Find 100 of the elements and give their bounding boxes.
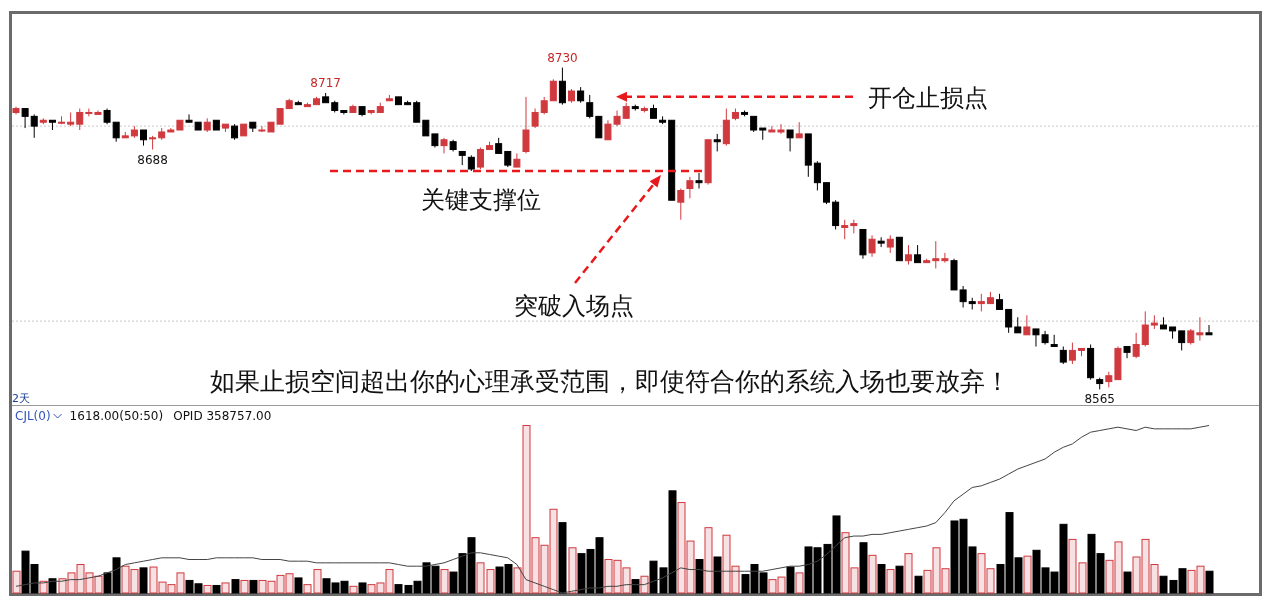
bar bbox=[731, 565, 740, 594]
bar bbox=[149, 566, 158, 594]
annotation: 突破入场点 bbox=[514, 292, 634, 320]
candlestick bbox=[1132, 332, 1140, 359]
bar bbox=[631, 579, 640, 594]
bar bbox=[349, 585, 358, 594]
annotation: 8730 bbox=[547, 50, 578, 65]
candlestick bbox=[1196, 316, 1204, 342]
bar bbox=[1150, 564, 1159, 594]
candlestick bbox=[895, 236, 903, 262]
bar bbox=[568, 547, 577, 594]
bar bbox=[1023, 555, 1032, 594]
bar bbox=[385, 569, 394, 594]
bar bbox=[677, 502, 686, 594]
bar bbox=[613, 559, 622, 594]
bar bbox=[1078, 562, 1087, 594]
bar bbox=[713, 556, 722, 594]
bar bbox=[777, 576, 786, 594]
bar bbox=[285, 573, 294, 594]
bar bbox=[704, 527, 713, 594]
bar bbox=[1141, 538, 1150, 594]
bar bbox=[914, 575, 923, 594]
candlestick bbox=[832, 199, 840, 230]
bar bbox=[249, 579, 258, 594]
candlestick bbox=[558, 67, 566, 106]
bar bbox=[977, 553, 986, 594]
bar bbox=[303, 584, 312, 594]
bar bbox=[1123, 571, 1132, 594]
bar bbox=[1132, 556, 1141, 594]
bar bbox=[558, 522, 567, 594]
bar bbox=[358, 582, 367, 594]
bar bbox=[841, 532, 850, 594]
bar bbox=[139, 567, 148, 594]
bar bbox=[786, 566, 795, 594]
candlestick bbox=[586, 94, 594, 119]
bar bbox=[640, 575, 649, 594]
bar bbox=[513, 567, 522, 594]
ref-line-label: 开仓止损点 bbox=[868, 83, 988, 112]
bar bbox=[240, 579, 249, 594]
bar bbox=[376, 582, 385, 594]
bar bbox=[313, 569, 322, 594]
text: OPID 358757.00 bbox=[173, 409, 272, 423]
bar bbox=[1105, 559, 1114, 594]
bar bbox=[176, 572, 185, 594]
candlestick bbox=[1005, 308, 1013, 334]
annotation: 2天 bbox=[12, 392, 30, 405]
candlestick bbox=[1205, 324, 1213, 336]
bar bbox=[85, 572, 94, 594]
chart-title: CJL(0) bbox=[15, 409, 51, 423]
candlestick bbox=[413, 100, 421, 123]
candlestick bbox=[686, 176, 694, 199]
bar bbox=[923, 569, 932, 594]
bar bbox=[795, 572, 804, 594]
bar bbox=[904, 553, 913, 594]
bar bbox=[130, 569, 139, 594]
bar bbox=[859, 542, 868, 594]
candlestick bbox=[1141, 310, 1149, 347]
candlestick bbox=[440, 137, 448, 154]
bar bbox=[686, 540, 695, 594]
bar bbox=[58, 578, 67, 594]
bar bbox=[440, 569, 449, 594]
ref-line-label: 关键支撑位 bbox=[421, 185, 541, 214]
candlestick bbox=[932, 240, 940, 269]
bar bbox=[294, 577, 303, 594]
bar bbox=[276, 574, 285, 594]
bar bbox=[695, 559, 704, 594]
bar bbox=[531, 537, 540, 594]
bar bbox=[94, 575, 103, 594]
annotation: 8565 bbox=[1084, 392, 1115, 407]
candlestick bbox=[476, 147, 484, 170]
bar bbox=[167, 584, 176, 594]
bar bbox=[850, 567, 859, 594]
bar bbox=[622, 567, 631, 594]
bar bbox=[1114, 541, 1123, 594]
bar bbox=[886, 569, 895, 594]
bar bbox=[986, 568, 995, 594]
candlestick bbox=[904, 244, 912, 266]
candlestick bbox=[868, 234, 876, 258]
bar bbox=[1187, 569, 1196, 594]
annotation: 如果止损空间超出你的心理承受范围，即使符合你的系统入场也要放弃！ bbox=[210, 367, 1010, 396]
candlestick bbox=[112, 121, 120, 143]
bar bbox=[67, 572, 76, 594]
candlestick bbox=[813, 160, 821, 191]
bar bbox=[212, 584, 221, 594]
bar bbox=[1205, 570, 1214, 594]
candlestick bbox=[531, 108, 539, 129]
bar bbox=[258, 579, 267, 594]
bar bbox=[1068, 538, 1077, 594]
bar bbox=[121, 565, 130, 594]
bar bbox=[221, 582, 230, 594]
bar bbox=[604, 559, 613, 594]
bar bbox=[722, 534, 731, 594]
bar bbox=[486, 569, 495, 594]
candlestick bbox=[1068, 342, 1076, 365]
bar bbox=[231, 579, 240, 594]
bar bbox=[540, 544, 549, 594]
candlestick bbox=[677, 188, 685, 221]
candlestick bbox=[1178, 330, 1186, 351]
bar bbox=[1196, 565, 1205, 594]
bar bbox=[941, 568, 950, 594]
